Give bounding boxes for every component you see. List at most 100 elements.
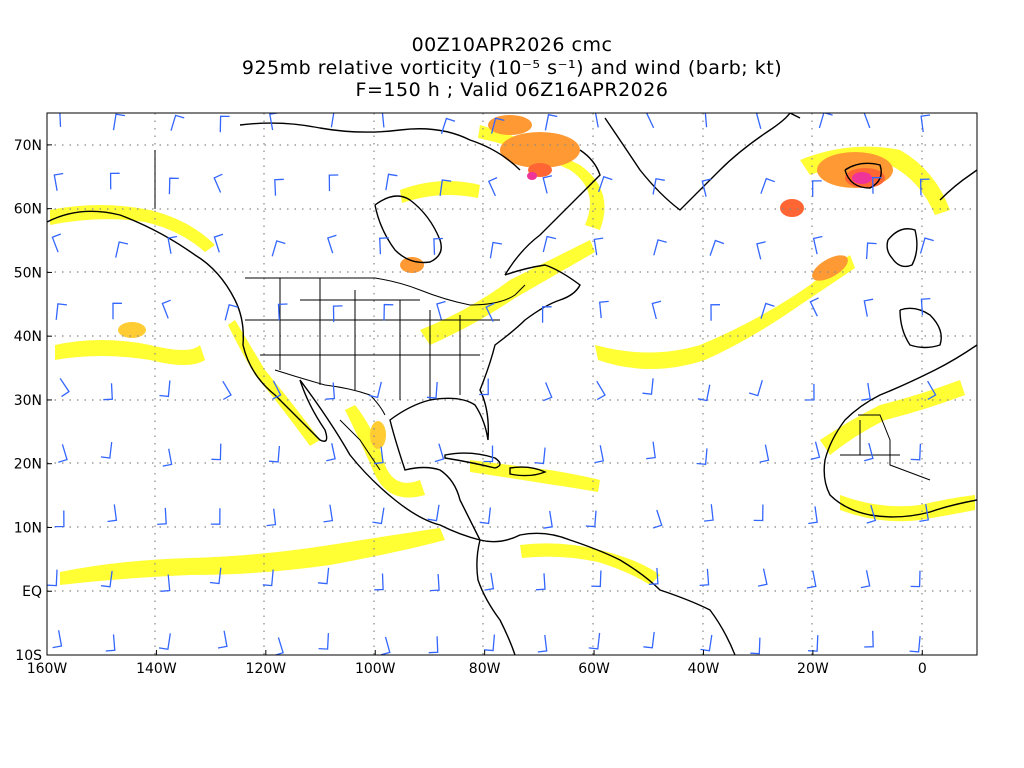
wind-barb bbox=[866, 504, 877, 524]
wind-barb bbox=[808, 635, 819, 652]
vort-band-atlantic-front bbox=[595, 255, 855, 369]
y-tick-label: EQ bbox=[22, 584, 42, 600]
wind-barb bbox=[818, 113, 833, 129]
wind-barb bbox=[697, 384, 711, 402]
coast-cuba bbox=[444, 452, 501, 469]
wind-barb bbox=[759, 444, 770, 463]
wind-barb bbox=[699, 568, 710, 587]
wind-barb bbox=[704, 504, 714, 522]
wind-barb bbox=[596, 380, 606, 401]
vort-band-itcz bbox=[60, 528, 445, 585]
wind-barb bbox=[760, 177, 776, 194]
wind-barb bbox=[920, 297, 931, 316]
wind-barb bbox=[487, 177, 498, 197]
wind-barb bbox=[542, 175, 553, 194]
wind-barb bbox=[489, 241, 503, 259]
wind-barb bbox=[219, 115, 230, 133]
vort-band-north-pacific bbox=[55, 340, 205, 365]
wind-barb bbox=[484, 572, 495, 591]
vort-band-caribbean bbox=[470, 460, 600, 492]
wind-barb bbox=[927, 380, 937, 400]
wind-barb bbox=[642, 378, 654, 395]
wind-barb bbox=[865, 242, 877, 260]
wind-barb bbox=[704, 113, 708, 128]
border-us-mexico bbox=[274, 369, 386, 416]
wind-barb bbox=[381, 113, 385, 128]
wind-barb bbox=[535, 573, 546, 591]
coast-labrador bbox=[504, 149, 601, 276]
wind-barb bbox=[269, 113, 279, 131]
wind-barb bbox=[105, 634, 116, 652]
wind-barb bbox=[326, 234, 337, 254]
wind-barb bbox=[439, 179, 452, 196]
wind-barb bbox=[594, 445, 605, 464]
wind-barb bbox=[860, 570, 871, 589]
wind-barb bbox=[317, 567, 330, 585]
y-axis-ticks: 70N 60N 50N 40N 30N 20N 10N EQ 10S bbox=[14, 138, 52, 664]
wind-barb bbox=[58, 444, 68, 463]
wind-barb bbox=[326, 443, 336, 462]
wind-barb bbox=[484, 634, 496, 652]
wind-barb bbox=[700, 634, 713, 652]
wind-barb bbox=[864, 442, 874, 462]
wind-barb bbox=[919, 178, 930, 196]
wind-barb bbox=[373, 446, 384, 465]
coast-north-america-west bbox=[47, 210, 481, 541]
wind-barb bbox=[318, 633, 330, 650]
x-tick-label: 120W bbox=[246, 661, 287, 677]
vort-center-atlantic-high bbox=[812, 255, 848, 281]
wind-barb bbox=[430, 574, 440, 592]
wind-barb bbox=[330, 113, 343, 128]
wind-barb bbox=[374, 573, 384, 591]
border-sahara bbox=[840, 420, 861, 456]
wind-barb bbox=[332, 305, 343, 323]
x-tick-label: 100W bbox=[355, 661, 396, 677]
coast-south-america bbox=[479, 532, 736, 655]
coast-hudson-bay bbox=[374, 195, 442, 264]
wind-barb bbox=[597, 175, 613, 193]
wind-barb bbox=[328, 174, 339, 192]
y-tick-label: 40N bbox=[14, 329, 42, 345]
wind-barb bbox=[427, 504, 440, 522]
wind-barb bbox=[325, 382, 336, 400]
vort-band-gulf-guinea bbox=[840, 495, 975, 522]
wind-barb bbox=[537, 634, 548, 653]
wind-barb bbox=[591, 570, 602, 588]
wind-barb bbox=[490, 117, 505, 134]
y-tick-label: 70N bbox=[14, 138, 42, 154]
vort-band-mexico bbox=[345, 405, 425, 498]
wind-barb bbox=[269, 445, 281, 463]
y-tick-label: 30N bbox=[14, 393, 42, 409]
wind-barb bbox=[757, 568, 768, 587]
wind-barb bbox=[812, 235, 823, 255]
coast-british-isles bbox=[886, 228, 918, 268]
wind-barb bbox=[709, 239, 725, 256]
wind-barb bbox=[594, 113, 599, 128]
wind-barb bbox=[47, 569, 58, 587]
wind-barb bbox=[809, 297, 819, 317]
wind-barb bbox=[52, 630, 63, 649]
wind-barb bbox=[213, 233, 224, 253]
vort-center-pacific-high bbox=[118, 322, 146, 338]
wind-barb bbox=[810, 441, 821, 461]
wind-barb bbox=[588, 632, 601, 650]
wind-barb bbox=[753, 504, 764, 522]
wind-barb bbox=[748, 380, 763, 397]
wind-barb bbox=[266, 508, 277, 527]
wind-barb bbox=[806, 570, 817, 589]
vort-band-west-africa bbox=[820, 380, 965, 455]
wind-barb bbox=[157, 507, 167, 526]
coast-north-america-east bbox=[389, 264, 581, 541]
wind-barb bbox=[651, 300, 662, 320]
wind-barb bbox=[379, 237, 389, 255]
wind-barb bbox=[652, 177, 665, 195]
wind-barb bbox=[426, 382, 438, 399]
wind-barb bbox=[812, 180, 822, 197]
wind-barb bbox=[160, 574, 171, 592]
x-tick-label: 80W bbox=[469, 661, 501, 677]
wind-barb bbox=[162, 448, 173, 467]
wind-barb bbox=[274, 178, 284, 196]
wind-barb bbox=[919, 237, 934, 254]
title-run: 00Z10APR2026 cmc bbox=[411, 34, 613, 56]
x-tick-label: 20W bbox=[797, 661, 829, 677]
